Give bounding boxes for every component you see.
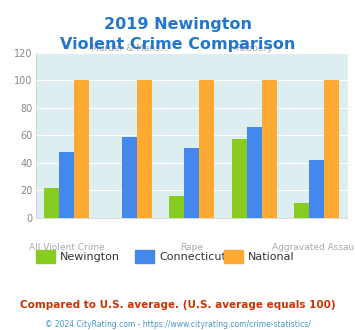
Text: Newington: Newington — [60, 252, 120, 262]
Bar — [59, 152, 74, 218]
Text: © 2024 CityRating.com - https://www.cityrating.com/crime-statistics/: © 2024 CityRating.com - https://www.city… — [45, 319, 310, 329]
Text: All Violent Crime: All Violent Crime — [29, 244, 105, 252]
Bar — [309, 160, 324, 218]
Bar — [232, 139, 247, 218]
Bar — [247, 127, 262, 218]
Text: Connecticut: Connecticut — [159, 252, 226, 262]
Text: 2019 Newington: 2019 Newington — [104, 17, 251, 32]
Text: Compared to U.S. average. (U.S. average equals 100): Compared to U.S. average. (U.S. average … — [20, 300, 335, 310]
Bar — [44, 187, 59, 218]
Bar — [294, 203, 309, 218]
Bar — [184, 148, 199, 218]
Bar — [122, 137, 137, 218]
Text: National: National — [248, 252, 294, 262]
Text: Robbery: Robbery — [235, 44, 273, 53]
Bar — [324, 80, 339, 218]
Text: Murder & Mans...: Murder & Mans... — [91, 44, 168, 53]
Bar — [137, 80, 152, 218]
Text: Violent Crime Comparison: Violent Crime Comparison — [60, 37, 295, 52]
Bar — [262, 80, 277, 218]
Text: Rape: Rape — [180, 244, 203, 252]
Text: Aggravated Assault: Aggravated Assault — [272, 244, 355, 252]
Bar — [74, 80, 89, 218]
Bar — [199, 80, 214, 218]
Bar — [169, 196, 184, 218]
